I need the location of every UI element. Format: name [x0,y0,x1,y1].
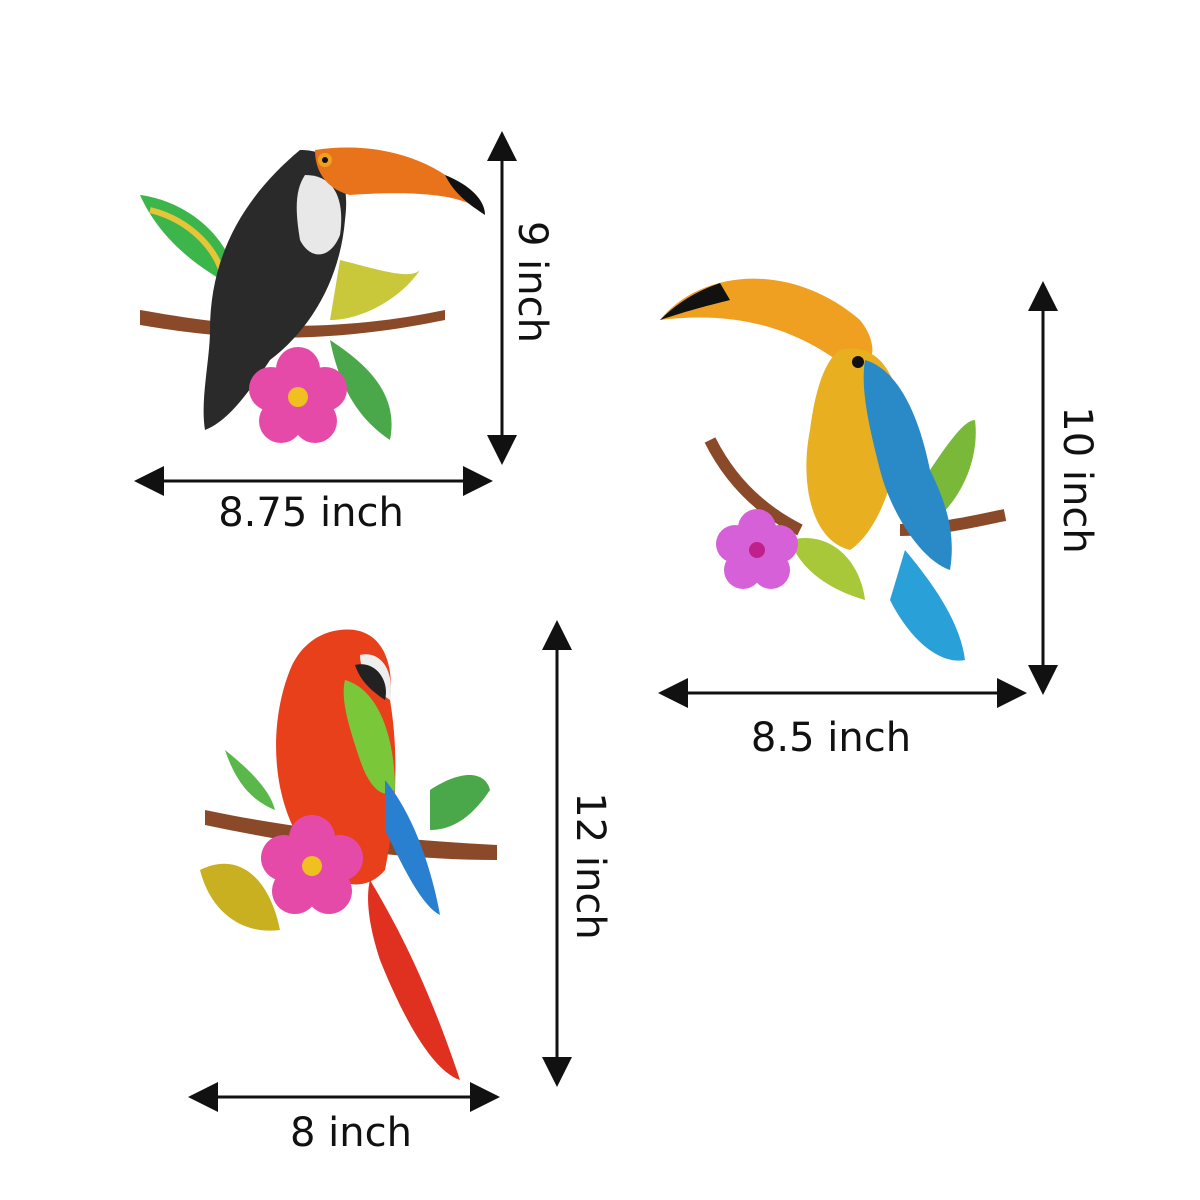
height-label-toucan-yellow: 10 inch [1054,406,1100,554]
height-label-parrot: 12 inch [567,792,613,940]
parrot-figure [200,629,497,1080]
width-label-toucan-yellow: 8.5 inch [750,715,912,761]
width-label-toucan-black: 8.75 inch [218,490,404,536]
width-label-parrot: 8 inch [290,1110,412,1156]
yellow-toucan-figure [660,278,1007,661]
height-label-toucan-black: 9 inch [509,221,555,343]
black-toucan-figure [140,147,485,443]
